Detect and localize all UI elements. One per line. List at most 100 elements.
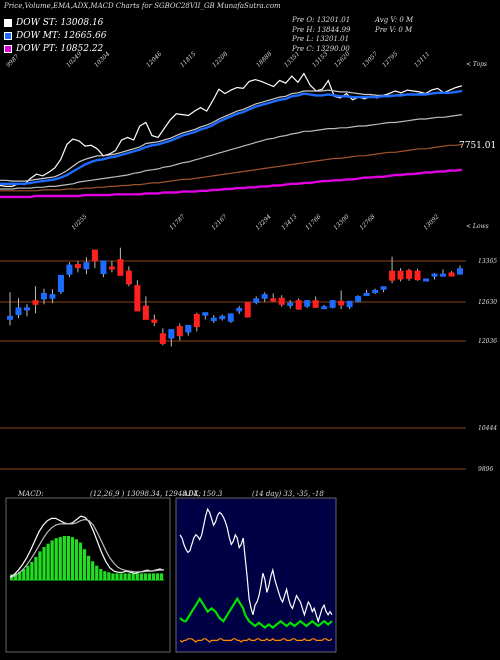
macd-histogram-bar [159,573,164,580]
macd-histogram-bar [38,551,42,580]
price-top-label: 12768 [358,213,377,232]
volume-block: Avg V: 0 M Pre V: 0 M [375,16,413,35]
candle-body [389,270,396,281]
ema-tick-label: 12795 [381,50,400,69]
macd-histogram-bar [111,573,115,580]
candle-body [66,264,73,275]
candle-body [83,262,90,270]
candle-body [244,301,251,318]
legend-swatch [4,18,12,27]
legend-swatch [4,44,12,53]
macd-histogram-bar [70,537,75,580]
ema-tick-label: 9987 [5,53,21,69]
chart-title: Price,Volume,EMA,ADX,MACD Charts for SGB… [4,2,281,10]
candle-body [125,270,132,285]
ema-tick-label: 10249 [65,50,84,69]
candle-body [440,273,447,277]
candle-body [270,298,277,302]
ema-tick-labels: 9987 10249 10304 12046 11815 12208 18888 13351 1… [5,50,431,69]
macd-histogram-bar [30,561,34,580]
legend: DOW ST: 13008.16 DOW MT: 12665.66 DOW PT… [4,16,106,55]
macd-histogram-bar [87,555,91,580]
price-y-label: 12630 [478,299,497,306]
candle-body [304,300,311,307]
macd-histogram-bar [58,537,62,580]
macd-histogram-bar [26,565,30,580]
candle-body [74,264,81,269]
candle-body [57,274,64,293]
macd-histogram-bar [42,547,46,580]
price-y-label: 10444 [478,425,497,432]
legend-item: DOW ST: 13008.16 [4,16,106,29]
candle-body [346,300,353,308]
price-top-labels: 10255 11787 12167 13294 13413 11766 13300 12768… [70,213,441,232]
adx-panel [175,497,337,653]
macd-histogram-bar [50,540,54,580]
candle-body [329,300,336,308]
series-line-ema-pt [0,168,463,199]
ema-tick-label: 12046 [145,50,164,69]
candle-body [7,315,13,320]
candle-body [202,312,209,316]
candle-body [15,307,22,316]
macd-histogram-bar [143,573,147,580]
price-top-label: 13294 [254,213,273,232]
price-gridlines [0,260,466,470]
macd-histogram-bar [78,542,83,580]
candle-body [363,292,370,296]
candle-body [185,324,192,333]
adx-series-adx [179,507,333,624]
price-panel: < Lows 13365 12630 12036 10444 9896 10255 117… [0,213,497,473]
candle-body [219,315,226,320]
candle-body [236,308,243,312]
candle-body [142,305,149,320]
macd-histogram-bar [66,536,70,580]
macd-histogram-bar [103,571,107,580]
quote-close: Pre C: 13290.00 [292,44,350,53]
macd-histogram-bar [14,573,18,580]
price-top-label: 13413 [280,213,299,232]
adx-lines [179,507,333,643]
ema-tick-label: 13057 [361,50,380,69]
ema-lines [0,72,463,199]
price-y-label: 9896 [478,466,493,473]
macd-values: (12,26,9 ) 13098.34, 12948.04, 150.3 [90,490,223,498]
candle-body [253,298,260,303]
candle-body [100,260,107,275]
price-top-label: 13300 [332,213,351,232]
macd-histogram-bar [123,573,127,580]
candle-body [457,268,463,275]
candle-body [91,249,98,262]
ema-tick-label: 18888 [255,50,274,69]
candle-body [151,319,158,323]
macd-series-signal [9,518,164,579]
candle-body [193,314,200,328]
candle-body [397,270,404,280]
macd-histogram-bar [127,573,131,580]
quote-high: Pre H: 13844.99 [292,25,351,34]
ema-tick-label: 13111 [413,50,431,68]
price-y-labels: 13365 12630 12036 10444 9896 [478,258,497,473]
candle-body [227,313,234,322]
macd-histogram-bar [99,569,103,580]
macd-histogram-bar [119,573,123,580]
candle-body [40,292,47,300]
adx-values: (14 day) 33, -35, -18 [252,490,324,498]
macd-histogram-bar [107,572,111,580]
legend-label: DOW PT: 10852.22 [16,43,104,54]
price-top-label: 11766 [304,213,323,232]
quote-block: Pre O: 13201.01 Pre H: 13844.99 Pre L: 1… [292,16,351,54]
avg-volume: Avg V: 0 M [375,16,414,24]
price-y-label: 13365 [478,258,497,265]
macd-histogram-bar [139,573,143,580]
candle-body [117,259,124,276]
adx-series-plus-di [179,596,333,630]
price-y-label: 12036 [478,338,497,345]
macd-histogram-bar [115,573,119,580]
quote-low: Pre L: 13201.01 [292,35,350,44]
ema-tick-label: 11815 [179,50,198,69]
macd-histogram-bar [135,573,139,580]
quote-open: Pre O: 13201.01 [292,16,351,24]
candle-body [32,300,39,305]
